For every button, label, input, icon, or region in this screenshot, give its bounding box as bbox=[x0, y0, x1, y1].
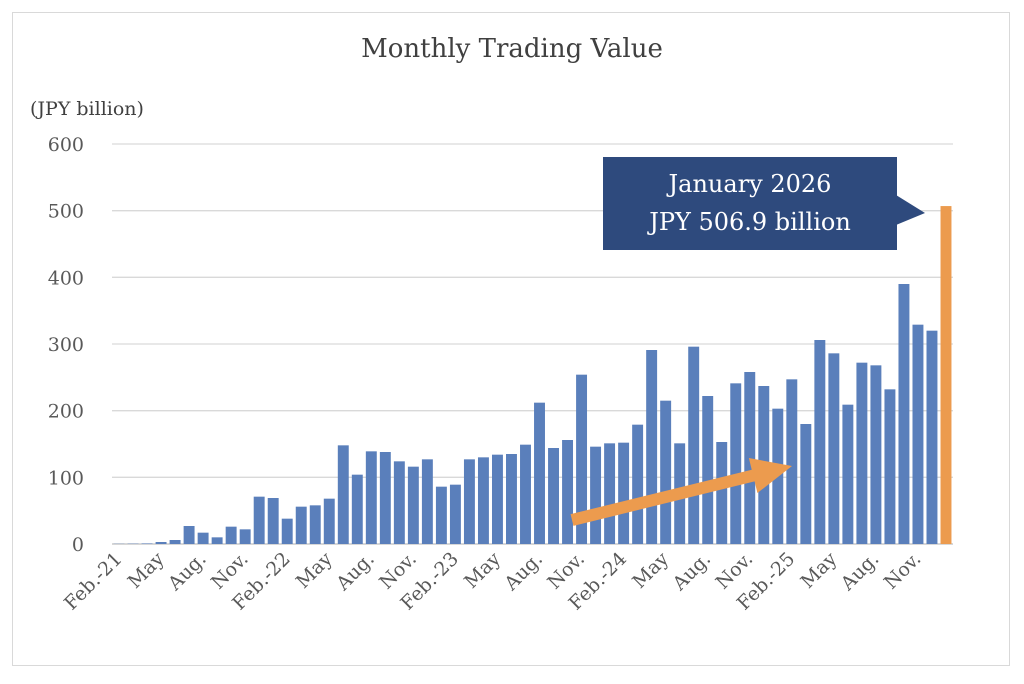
x-tick-label: May bbox=[628, 548, 673, 593]
bar bbox=[267, 498, 279, 544]
bar bbox=[351, 474, 363, 544]
y-tick-label: 0 bbox=[72, 534, 84, 556]
bar bbox=[786, 379, 798, 544]
bar bbox=[814, 340, 826, 544]
bar bbox=[197, 532, 209, 544]
bar bbox=[239, 529, 251, 544]
bar bbox=[169, 540, 181, 544]
x-tick-label: Feb.-21 bbox=[60, 548, 127, 615]
bar bbox=[407, 466, 419, 544]
bar bbox=[632, 424, 644, 544]
x-tick-label: Aug. bbox=[500, 548, 547, 595]
x-tick-label: Aug. bbox=[668, 548, 715, 595]
bar bbox=[491, 454, 503, 544]
bar bbox=[281, 518, 293, 544]
annotation-line1: January 2026 bbox=[668, 170, 832, 198]
bar bbox=[506, 454, 517, 544]
bar bbox=[940, 206, 952, 545]
bar bbox=[842, 404, 854, 544]
callout-pointer bbox=[896, 195, 925, 225]
bar bbox=[926, 330, 938, 544]
bar bbox=[828, 353, 840, 544]
x-tick-label: May bbox=[292, 548, 337, 593]
x-tick-label: Aug. bbox=[331, 548, 378, 595]
annotation-callout: January 2026 JPY 506.9 billion bbox=[603, 157, 897, 250]
x-tick-label: May bbox=[124, 548, 169, 593]
bar bbox=[898, 284, 910, 544]
bar bbox=[870, 365, 882, 544]
bar bbox=[477, 457, 489, 544]
bar bbox=[716, 442, 728, 544]
bar bbox=[548, 448, 559, 544]
bar bbox=[660, 400, 672, 544]
bar bbox=[449, 484, 461, 544]
bar bbox=[323, 498, 335, 544]
bar bbox=[155, 542, 167, 544]
bar bbox=[884, 389, 896, 544]
bar bbox=[590, 446, 602, 544]
y-tick-label: 500 bbox=[48, 201, 84, 223]
bar bbox=[141, 543, 153, 544]
bar bbox=[730, 383, 742, 544]
bar bbox=[435, 486, 447, 544]
trend-arrow-shape bbox=[570, 458, 792, 526]
bar bbox=[618, 442, 630, 544]
bar bbox=[211, 537, 223, 544]
bar bbox=[646, 350, 658, 544]
bar bbox=[534, 402, 545, 544]
x-tick-label: Aug. bbox=[163, 548, 210, 595]
bar bbox=[463, 459, 475, 544]
chart-title: Monthly Trading Value bbox=[361, 34, 663, 64]
bar bbox=[912, 324, 924, 544]
trend-arrow-icon bbox=[570, 458, 792, 526]
bar bbox=[421, 459, 433, 544]
x-tick-label: Aug. bbox=[836, 548, 883, 595]
chart-frame bbox=[12, 12, 1010, 666]
bar bbox=[576, 374, 588, 544]
bar bbox=[337, 445, 349, 544]
bar bbox=[295, 506, 307, 544]
annotation-line2: JPY 506.9 billion bbox=[649, 208, 851, 236]
y-tick-label: 400 bbox=[48, 267, 84, 289]
x-tick-label: May bbox=[796, 548, 841, 593]
bar bbox=[365, 451, 377, 544]
bar bbox=[562, 440, 574, 544]
y-tick-label: 600 bbox=[48, 134, 84, 156]
x-tick-label: May bbox=[460, 548, 505, 593]
y-tick-label: 100 bbox=[48, 467, 84, 489]
bar bbox=[688, 346, 700, 544]
x-tick-label: Nov. bbox=[880, 548, 926, 594]
bar bbox=[225, 526, 237, 544]
bar bbox=[856, 362, 868, 544]
bar bbox=[744, 372, 756, 544]
bar bbox=[253, 496, 265, 544]
bar bbox=[520, 444, 531, 544]
bar bbox=[702, 396, 714, 544]
bar bbox=[393, 461, 405, 544]
y-axis-unit-label: (JPY billion) bbox=[30, 98, 144, 120]
bar bbox=[183, 526, 195, 544]
bar bbox=[309, 505, 321, 544]
bar bbox=[800, 424, 812, 544]
bar bbox=[604, 443, 616, 544]
bar bbox=[379, 452, 391, 544]
y-tick-label: 300 bbox=[48, 334, 84, 356]
y-tick-label: 200 bbox=[48, 401, 84, 423]
